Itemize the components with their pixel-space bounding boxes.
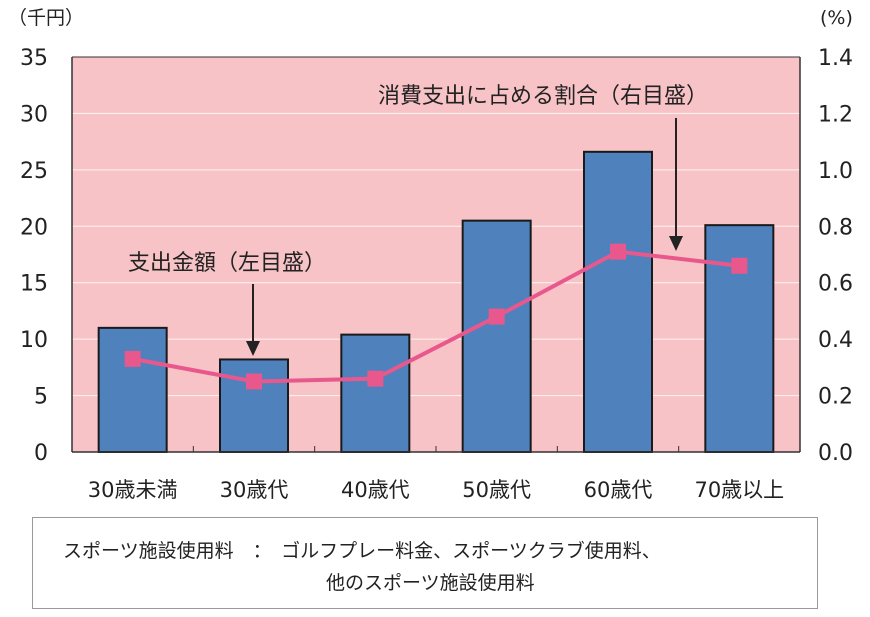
x-tick-label: 60歳代: [584, 478, 653, 502]
y-left-tick-label: 30: [20, 102, 48, 127]
y-left-axis-label: （千円）: [8, 7, 84, 29]
y-right-tick-label: 1.2: [818, 102, 853, 127]
y-right-tick-label: 0.6: [818, 272, 853, 297]
line-marker: [124, 350, 141, 367]
x-tick-label: 50歳代: [462, 478, 531, 502]
y-right-axis-label: (%): [820, 7, 853, 29]
footnote-line-1: スポーツ施設使用料 ： ゴルフプレー料金、スポーツクラブ使用料、: [63, 540, 661, 562]
bar: [97, 326, 168, 454]
line-marker: [367, 370, 384, 387]
y-left-tick-label: 0: [34, 441, 48, 466]
y-right-tick-label: 1.4: [818, 46, 853, 71]
footnote-box: スポーツ施設使用料 ： ゴルフプレー料金、スポーツクラブ使用料、 他のスポーツ施…: [32, 517, 818, 609]
y-left-tick-label: 20: [20, 215, 48, 240]
chart: 0 5 10 15 20 25 30 35 0.0 0.2 0.4 0.6 0.8 1.0 1.2 1.4 （千…: [8, 7, 853, 502]
footnote-line-2: 他のスポーツ施設使用料: [326, 572, 535, 594]
y-right-tick-label: 0.2: [818, 385, 853, 410]
y-right-tick-label: 0.4: [818, 328, 853, 353]
bar: [461, 219, 532, 453]
annotation-bar-series: 支出金額（左目盛）: [128, 251, 326, 276]
y-right-tick-label: 1.0: [818, 159, 853, 184]
y-left-tick-label: 25: [20, 159, 48, 184]
bar: [219, 358, 289, 454]
y-left-tick-label: 10: [20, 328, 48, 353]
y-left-tick-label: 15: [20, 272, 48, 297]
y-left-tick-label: 5: [34, 385, 48, 410]
line-marker: [731, 257, 748, 274]
line-marker: [246, 373, 262, 390]
plot-area: [72, 57, 800, 452]
bar: [583, 150, 653, 454]
annotation-line-series: 消費支出に占める割合（右目盛）: [378, 84, 708, 109]
x-tick-label: 30歳未満: [88, 478, 178, 502]
annotation-arrowhead-line: [669, 236, 683, 251]
y-right-tick-label: 0.0: [818, 441, 853, 466]
annotation-arrowhead-bar: [246, 341, 260, 356]
line-series: [132, 249, 740, 384]
x-tick-label: 40歳代: [341, 478, 410, 502]
y-right-tick-label: 0.8: [818, 215, 853, 240]
x-tick-label: 70歳以上: [694, 478, 784, 502]
line-marker: [488, 308, 505, 325]
line-marker: [610, 243, 626, 260]
y-left-tick-label: 35: [20, 46, 48, 71]
bar: [340, 333, 411, 453]
x-tick-label: 30歳代: [220, 478, 289, 502]
